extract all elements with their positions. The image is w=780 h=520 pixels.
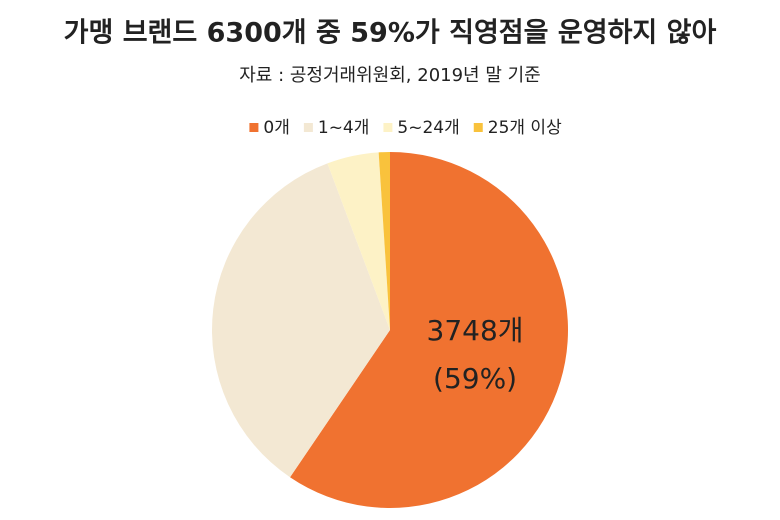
- legend-label: 5~24개: [397, 118, 459, 138]
- legend-label: 1~4개: [318, 118, 370, 138]
- legend-swatch: [473, 123, 483, 132]
- pie-slice: [378, 152, 390, 330]
- legend-swatch: [249, 123, 259, 132]
- chart-title: 가맹 브랜드 6300개 중 59%가 직영점을 운영하지 않아: [64, 18, 717, 49]
- legend-swatch: [303, 123, 313, 132]
- pie-slice: [327, 152, 390, 330]
- pie-slice: [212, 163, 390, 478]
- chart-subtitle: 자료 : 공정거래위원회, 2019년 말 기준: [239, 65, 540, 86]
- data-label: 3748개 (59%): [427, 314, 524, 395]
- legend-label: 25개 이상: [488, 118, 562, 138]
- legend-swatch: [383, 123, 393, 132]
- legend-label: 0개: [263, 118, 289, 138]
- pie-slice: [290, 152, 568, 508]
